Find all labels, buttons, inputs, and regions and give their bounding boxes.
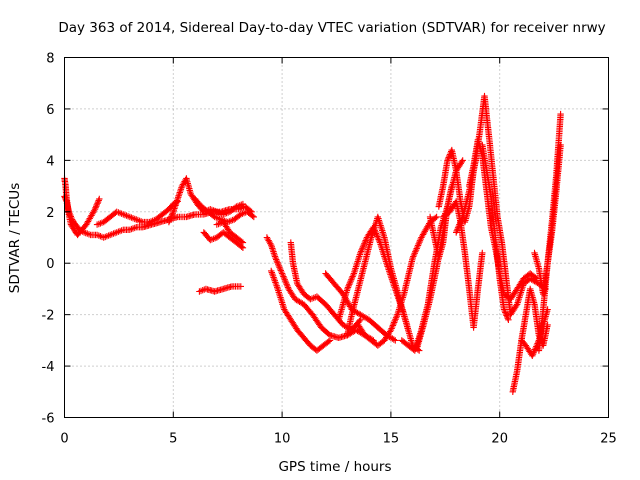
chart-title: Day 363 of 2014, Sidereal Day-to-day VTE… [58, 20, 605, 36]
x-axis-label: GPS time / hours [278, 459, 391, 475]
data-point-markers [355, 213, 440, 349]
y-tick-label: -4 [42, 360, 55, 375]
data-series [61, 92, 564, 395]
series-track [268, 267, 334, 354]
data-point-markers [535, 141, 564, 354]
series-track [439, 198, 486, 331]
data-point-markers [268, 267, 334, 354]
series-track [479, 141, 512, 323]
data-point-markers [439, 198, 486, 331]
axis-ticks: 0 5 10 15 20 25 -6 -4 -2 0 2 4 6 8 [42, 52, 617, 447]
x-tick-label: 20 [491, 432, 508, 447]
x-tick-label: 15 [383, 432, 400, 447]
data-point-markers [200, 229, 247, 251]
y-tick-label: 8 [46, 52, 54, 67]
series-track [287, 239, 364, 334]
series-track [426, 182, 455, 262]
y-tick-label: 6 [46, 103, 54, 118]
x-tick-label: 10 [274, 432, 291, 447]
series-track [263, 234, 377, 344]
series-track [535, 141, 564, 354]
y-axis-label: SDTVAR / TECUs [7, 183, 23, 293]
data-point-markers [263, 234, 377, 344]
series-track [191, 195, 257, 226]
grid [64, 57, 609, 418]
data-point-markers [479, 141, 512, 323]
data-point-markers [191, 195, 257, 226]
series-track [196, 283, 244, 295]
x-tick-label: 25 [600, 432, 617, 447]
x-tick-label: 0 [60, 432, 68, 447]
y-tick-label: -6 [42, 412, 55, 427]
y-tick-label: 2 [46, 206, 54, 221]
series-track [200, 229, 247, 251]
y-tick-label: 0 [46, 257, 54, 272]
y-tick-label: -2 [42, 309, 55, 324]
data-point-markers [426, 182, 455, 262]
plot-frame [64, 57, 609, 418]
data-point-markers [196, 283, 244, 295]
series-track [466, 136, 540, 303]
x-tick-label: 5 [169, 432, 177, 447]
data-point-markers [466, 136, 540, 303]
series-track [509, 306, 551, 395]
data-point-markers [509, 306, 551, 395]
series-track [93, 198, 181, 228]
series-track [213, 218, 247, 246]
y-tick-label: 4 [46, 154, 54, 169]
data-point-markers [213, 218, 247, 246]
data-point-markers [93, 198, 181, 228]
data-point-markers [287, 239, 364, 334]
series-track [355, 213, 440, 349]
